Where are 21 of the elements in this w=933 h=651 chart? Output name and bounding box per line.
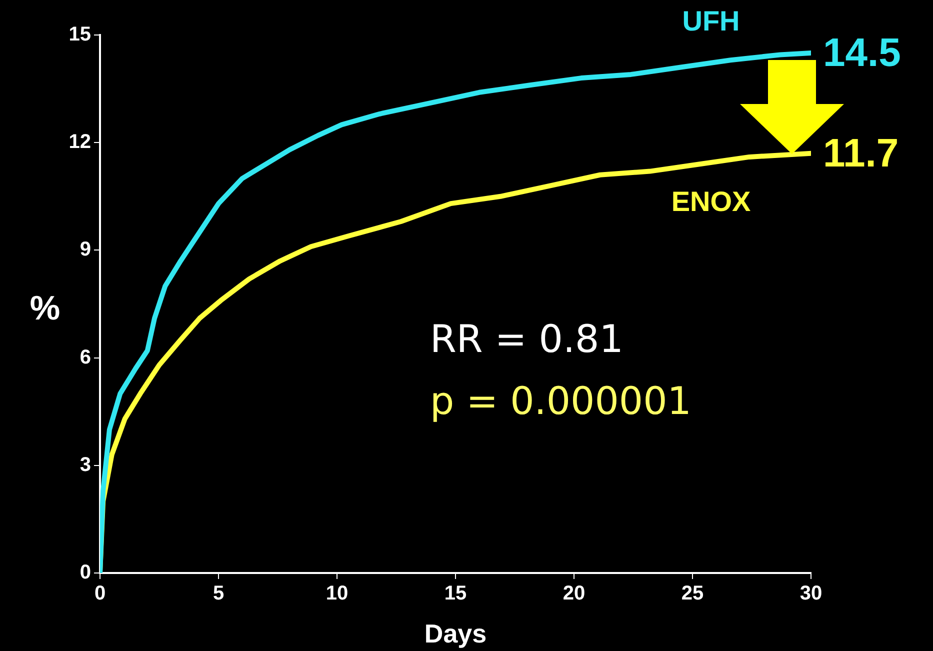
series-label: UFH bbox=[682, 6, 740, 37]
x-axis-title: Days bbox=[424, 618, 487, 649]
x-tick-label: 15 bbox=[444, 582, 467, 605]
data-label: 11.7 bbox=[823, 131, 899, 176]
x-tick-label: 25 bbox=[681, 582, 704, 605]
y-tick-label: 15 bbox=[68, 24, 91, 46]
x-tick-label: 10 bbox=[326, 582, 348, 605]
y-tick-label: 3 bbox=[80, 454, 91, 476]
y-tick-label: 12 bbox=[68, 131, 91, 154]
annotation: RR = 0.81 bbox=[430, 316, 624, 361]
series-label: ENOX bbox=[671, 186, 751, 218]
data-label: 14.5 bbox=[823, 30, 901, 75]
y-tick-label: 0 bbox=[80, 562, 91, 584]
y-axis-title: % bbox=[30, 289, 60, 328]
y-tick-label: 6 bbox=[80, 346, 91, 368]
annotation: p = 0.000001 bbox=[430, 378, 692, 423]
y-tick-label: 9 bbox=[80, 238, 91, 261]
x-tick-label: 20 bbox=[562, 582, 586, 605]
x-tick-label: 5 bbox=[212, 582, 224, 605]
x-tick-label: 0 bbox=[94, 582, 106, 605]
x-tick-label: 30 bbox=[800, 582, 822, 605]
